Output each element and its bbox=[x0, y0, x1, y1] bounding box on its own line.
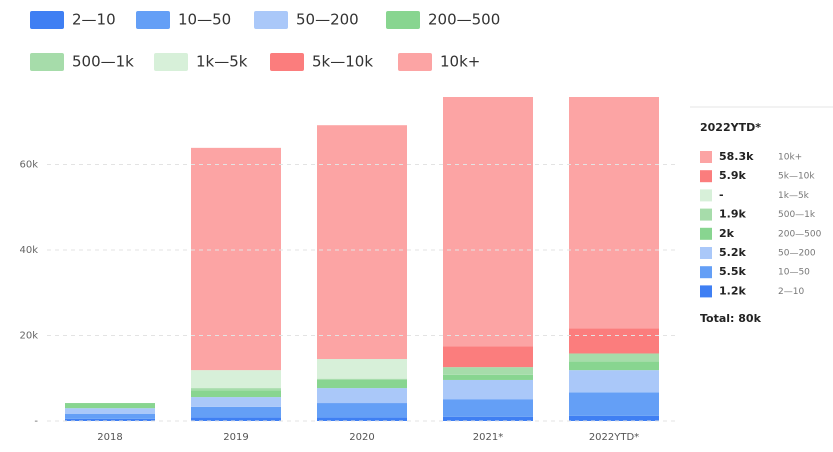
panel-value: 5.9k bbox=[719, 169, 746, 182]
panel-swatch bbox=[700, 285, 712, 298]
legend-swatch bbox=[270, 53, 304, 71]
bar-segment bbox=[317, 125, 407, 360]
x-tick-label: 2022YTD* bbox=[589, 432, 639, 443]
bar-segment bbox=[65, 408, 155, 414]
bar-segment bbox=[317, 378, 407, 380]
bar-segment bbox=[317, 403, 407, 418]
x-tick-label: 2018 bbox=[97, 432, 122, 443]
panel-swatch bbox=[700, 189, 712, 202]
legend-label: 500—1k bbox=[72, 53, 134, 71]
bar-segment bbox=[569, 328, 659, 354]
legend-label: 2—10 bbox=[72, 11, 116, 29]
bar-segment bbox=[191, 388, 281, 391]
panel-name: 500—1k bbox=[778, 210, 816, 220]
bar-segment bbox=[65, 403, 155, 409]
legend-swatch bbox=[398, 53, 432, 71]
x-tick-label: 2021* bbox=[473, 432, 503, 443]
panel-name: 10k+ bbox=[778, 153, 802, 163]
panel-swatch bbox=[700, 227, 712, 240]
bar-segment bbox=[569, 415, 659, 421]
legend-swatch bbox=[136, 11, 170, 29]
bar-segment bbox=[65, 413, 155, 419]
panel-value: 2k bbox=[719, 227, 735, 240]
panel-name: 1k—5k bbox=[778, 191, 810, 201]
bar-segment bbox=[443, 367, 533, 375]
panel-swatch bbox=[700, 170, 712, 183]
legend-swatch bbox=[386, 11, 420, 29]
bar-segment bbox=[317, 417, 407, 421]
legend-swatch bbox=[154, 53, 188, 71]
panel-value: 5.2k bbox=[719, 246, 746, 259]
legend-swatch bbox=[30, 53, 64, 71]
bar-segment bbox=[443, 346, 533, 368]
panel-name: 10—50 bbox=[778, 268, 810, 278]
panel-name: 2—10 bbox=[778, 287, 804, 297]
panel-swatch bbox=[700, 208, 712, 221]
legend-label: 10—50 bbox=[178, 11, 231, 29]
bar-segment bbox=[191, 406, 281, 418]
legend-swatch bbox=[30, 11, 64, 29]
x-tick-label: 2020 bbox=[349, 432, 374, 443]
bar-segment bbox=[191, 147, 281, 371]
bar-segment bbox=[569, 392, 659, 416]
panel-value: 1.2k bbox=[719, 284, 746, 297]
bar-segment bbox=[443, 97, 533, 347]
legend-label: 5k—10k bbox=[312, 53, 373, 71]
legend-label: 200—500 bbox=[428, 11, 500, 29]
legend-label: 10k+ bbox=[440, 53, 480, 71]
bar-segment bbox=[317, 359, 407, 379]
bar-segment bbox=[443, 399, 533, 417]
bar-segment bbox=[317, 388, 407, 404]
panel-title: 2022YTD* bbox=[700, 121, 761, 134]
legend-swatch bbox=[254, 11, 288, 29]
panel-value: 1.9k bbox=[719, 208, 746, 221]
panel-swatch bbox=[700, 266, 712, 279]
panel-value: 5.5k bbox=[719, 265, 746, 278]
panel-total: Total: 80k bbox=[700, 312, 762, 325]
panel-name: 50—200 bbox=[778, 249, 816, 259]
y-tick-label: 20k bbox=[19, 331, 38, 342]
y-tick-label: - bbox=[34, 416, 38, 427]
panel-value: - bbox=[719, 188, 724, 201]
bar-segment bbox=[569, 370, 659, 393]
panel-name: 5k—10k bbox=[778, 172, 815, 182]
bar-segment bbox=[569, 97, 659, 329]
y-tick-label: 60k bbox=[19, 160, 38, 171]
y-tick-label: 40k bbox=[19, 245, 38, 256]
bar-segment bbox=[443, 379, 533, 400]
bar-segment bbox=[65, 418, 155, 421]
panel-swatch bbox=[700, 247, 712, 259]
panel-value: 58.3k bbox=[719, 150, 754, 163]
bar-segment bbox=[569, 361, 659, 371]
bar-segment bbox=[191, 370, 281, 389]
legend-label: 50—200 bbox=[296, 11, 359, 29]
x-tick-label: 2019 bbox=[223, 432, 248, 443]
bar-segment bbox=[317, 379, 407, 389]
bar-segment bbox=[191, 390, 281, 398]
bar-segment bbox=[191, 417, 281, 421]
panel-name: 200—500 bbox=[778, 229, 822, 239]
bar-segment bbox=[569, 353, 659, 362]
bar-segment bbox=[191, 397, 281, 407]
plot bbox=[65, 97, 659, 421]
bar-segment bbox=[443, 416, 533, 421]
legend-label: 1k—5k bbox=[196, 53, 248, 71]
bar-segment bbox=[443, 374, 533, 380]
panel-swatch bbox=[700, 151, 712, 163]
